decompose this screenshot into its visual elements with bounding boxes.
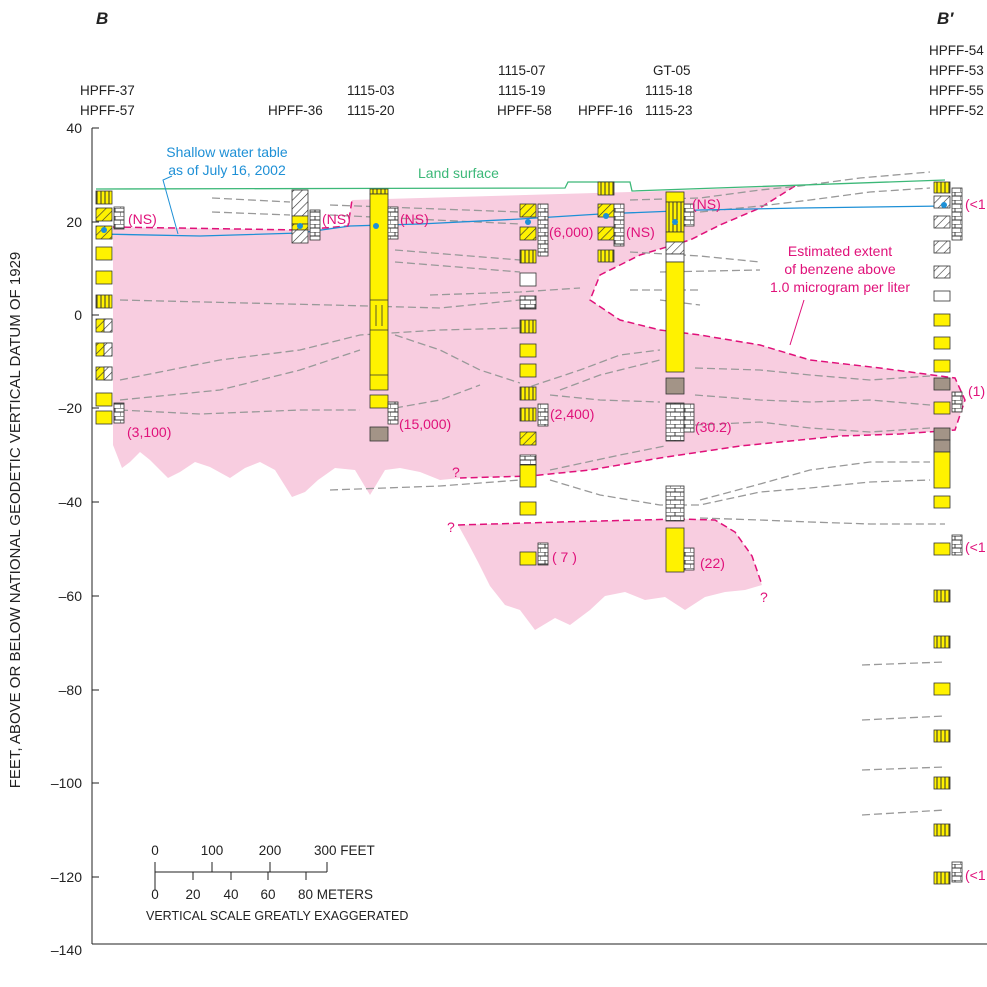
conc-hpff-52-lower: (<1 (965, 539, 986, 555)
y-axis-tick-labels: 40 20 0 –20 –40 –60 –80 –100 –120 –140 (51, 120, 82, 958)
well-log-1115-07 (519, 203, 549, 566)
land-surface-label: Land surface (418, 165, 499, 181)
well-label-hpff-36: HPFF-36 (268, 103, 323, 118)
conc-1115-07-top: (6,000) (549, 224, 593, 240)
extent-label-leader (789, 299, 805, 346)
well-label-1115-03: 1115-03 (347, 83, 395, 98)
well-log-hpff-16 (597, 181, 625, 263)
conc-hpff-36-ns: (NS) (322, 211, 351, 227)
y-tick-20: 20 (66, 214, 82, 230)
conc-1115-03-bottom: (15,000) (399, 416, 451, 432)
scale-feet-300: 300 FEET (314, 843, 375, 858)
well-label-1115-07: 1115-07 (498, 63, 546, 78)
scale-meters-60: 60 (260, 887, 275, 902)
well-log-hpff-52 (933, 181, 963, 885)
well-labels: HPFF-37 HPFF-57 HPFF-36 1115-03 1115-20 … (80, 43, 984, 118)
well-label-hpff-58: HPFF-58 (497, 103, 552, 118)
well-log-gt-05 (665, 191, 695, 573)
scale-meters-0: 0 (151, 887, 159, 902)
extent-label-line-3: 1.0 microgram per liter (770, 279, 910, 295)
benzene-plume (112, 185, 966, 630)
well-label-hpff-55: HPFF-55 (929, 83, 984, 98)
scale-feet-0: 0 (151, 843, 159, 858)
well-label-1115-23: 1115-23 (645, 103, 693, 118)
well-label-hpff-54: HPFF-54 (929, 43, 984, 58)
well-label-gt-05: GT-05 (653, 63, 691, 78)
scale-note: VERTICAL SCALE GREATLY EXAGGERATED (146, 909, 408, 923)
y-tick-minus-40: –40 (59, 494, 83, 510)
extent-label-line-2: of benzene above (784, 261, 896, 277)
scale-meters-80: 80 METERS (298, 887, 373, 902)
y-tick-minus-100: –100 (51, 775, 82, 791)
well-log-1115-03 (369, 188, 399, 442)
extent-label-line-1: Estimated extent (788, 243, 892, 259)
y-tick-40: 40 (66, 120, 82, 136)
conc-hpff-52-top: (<1 (965, 196, 986, 212)
well-label-hpff-16: HPFF-16 (578, 103, 633, 118)
upper-plume-area (113, 186, 965, 497)
section-start-label: B (96, 9, 108, 28)
well-label-1115-19: 1115-19 (498, 83, 546, 98)
conc-gt-05-ns: (NS) (692, 196, 721, 212)
y-tick-minus-140: –140 (51, 942, 82, 958)
scale-bar: 0 100 200 300 FEET 0 20 40 60 80 METERS … (146, 843, 408, 923)
y-axis-label: FEET, ABOVE OR BELOW NATIONAL GEODETIC V… (7, 252, 24, 789)
section-end-label: B′ (937, 9, 954, 28)
conc-1115-07-middle: (2,400) (550, 406, 594, 422)
y-tick-minus-120: –120 (51, 869, 82, 885)
y-tick-minus-20: –20 (59, 400, 83, 416)
y-tick-0: 0 (74, 307, 82, 323)
water-table-leader (162, 175, 179, 235)
water-table-line (99, 205, 946, 237)
conc-hpff-52-middle: (1) (968, 383, 985, 399)
conc-hpff-37-ns: (NS) (128, 211, 157, 227)
scale-feet-200: 200 (259, 843, 282, 858)
conc-1115-07-bottom: ( 7 ) (552, 549, 577, 565)
question-mark-2: ? (447, 519, 455, 535)
y-tick-minus-80: –80 (59, 682, 83, 698)
well-label-hpff-57: HPFF-57 (80, 103, 135, 118)
y-tick-minus-60: –60 (59, 588, 83, 604)
conc-hpff-16-ns: (NS) (626, 224, 655, 240)
well-label-hpff-37: HPFF-37 (80, 83, 135, 98)
land-surface-line (95, 179, 946, 192)
plot-frame (91, 128, 987, 945)
scale-meters-40: 40 (223, 887, 238, 902)
conc-gt-05-middle: (30.2) (695, 419, 732, 435)
uncertainty-marks: ? ? ? (447, 464, 768, 605)
y-axis-ticks (92, 127, 99, 878)
water-table-label-line-1: Shallow water table (166, 144, 288, 160)
concentration-labels: (NS) (NS) (NS) (6,000) (NS) (NS) (<1 (3,… (127, 196, 986, 883)
plume-boundary (112, 185, 966, 586)
well-label-1115-18: 1115-18 (645, 83, 693, 98)
well-log-hpff-36 (291, 189, 321, 244)
well-label-hpff-53: HPFF-53 (929, 63, 984, 78)
scale-meters-20: 20 (185, 887, 200, 902)
conc-1115-03-ns: (NS) (400, 211, 429, 227)
water-table-label-line-2: as of July 16, 2002 (168, 162, 286, 178)
question-mark-1: ? (452, 464, 460, 480)
question-mark-3: ? (760, 589, 768, 605)
conc-hpff-52-bottom: (<1 (965, 867, 986, 883)
lower-plume-area (458, 519, 762, 630)
well-label-1115-20: 1115-20 (347, 103, 395, 118)
well-log-hpff-37 (95, 190, 125, 425)
conc-gt-05-bottom: (22) (700, 555, 725, 571)
conc-hpff-37-bottom: (3,100) (127, 424, 171, 440)
well-label-hpff-52: HPFF-52 (929, 103, 984, 118)
scale-feet-100: 100 (201, 843, 224, 858)
